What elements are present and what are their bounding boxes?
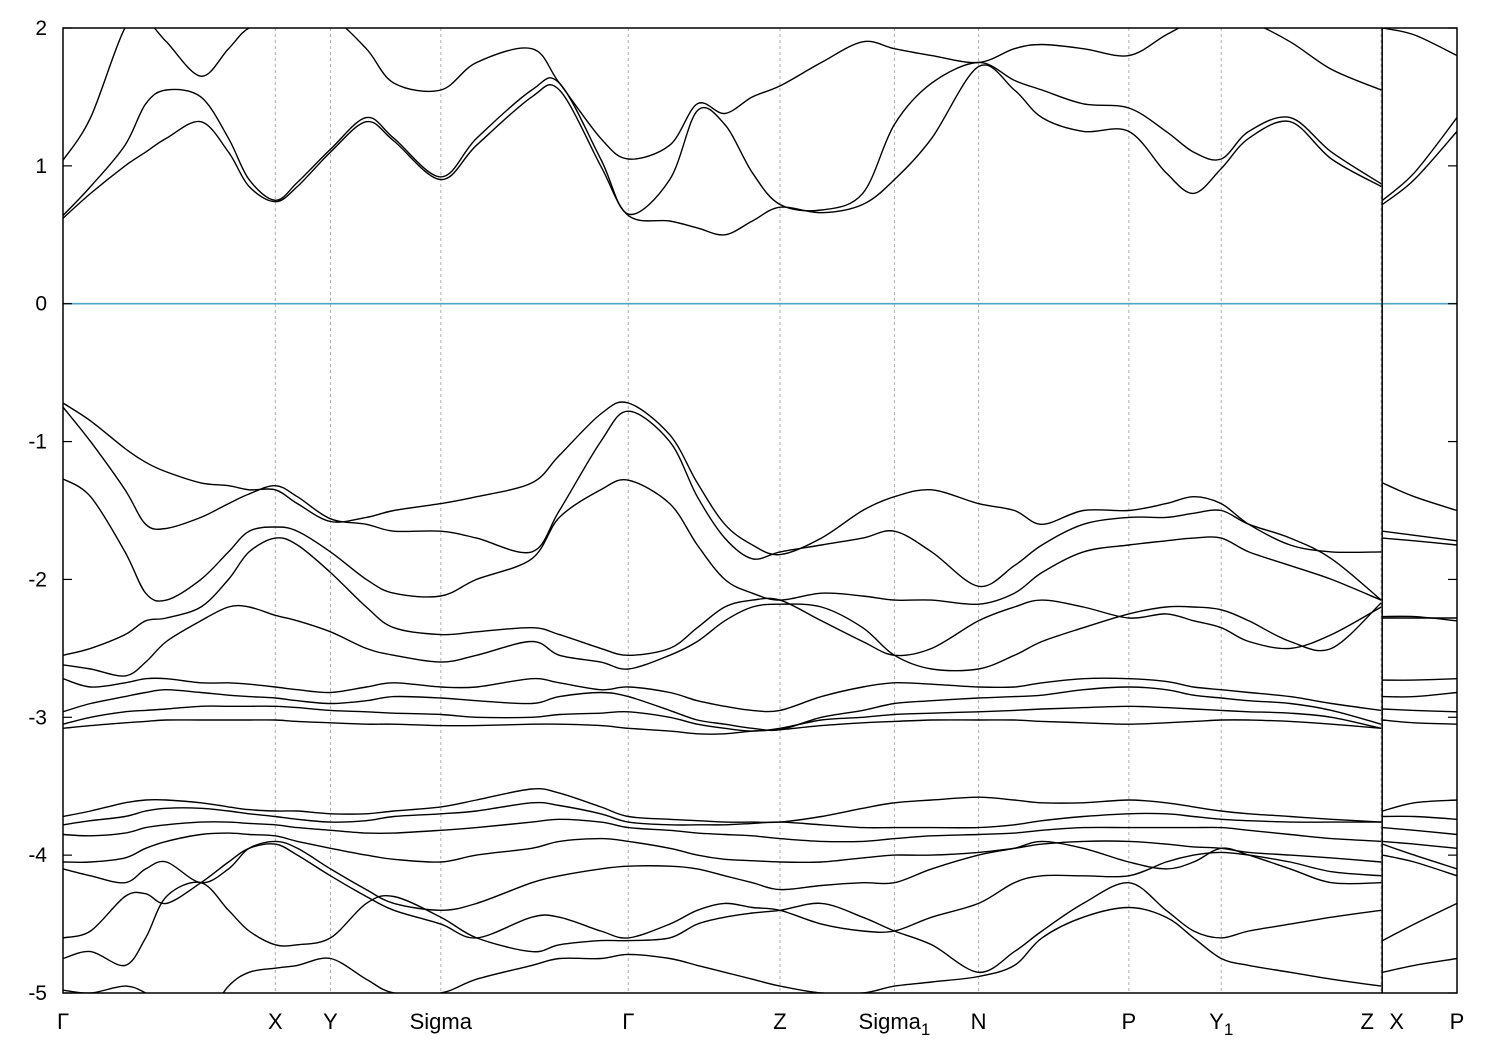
xtick-label: P	[1121, 1009, 1136, 1034]
band-line	[1382, 615, 1457, 622]
band-line	[63, 537, 1382, 657]
y-axis-ticks: 2 1 0 -1 -2 -3 -4 -5	[28, 17, 1457, 1005]
xtick-label: Sigma1	[859, 1009, 931, 1039]
band-line	[63, 602, 1382, 677]
band-line	[1382, 708, 1457, 713]
band-line	[1382, 799, 1457, 812]
ytick-label: -1	[28, 431, 47, 454]
plot-frame	[62, 27, 1458, 994]
band-line	[1382, 843, 1457, 870]
band-line	[1382, 28, 1457, 57]
xtick-label: Y	[323, 1009, 338, 1034]
band-line	[63, 788, 1382, 824]
xtick-label: X	[1389, 1009, 1404, 1034]
xtick-label: Z	[1360, 1009, 1373, 1034]
band-line	[63, 801, 1382, 829]
band-line	[63, 840, 1382, 911]
xtick-label: Γ	[57, 1009, 69, 1034]
band-line	[63, 401, 1382, 556]
ytick-label: 1	[35, 155, 47, 178]
band-line	[63, 61, 1382, 216]
band-line	[1382, 117, 1457, 201]
ytick-label: -3	[28, 706, 47, 729]
band-line	[1382, 902, 1457, 942]
band-line	[63, 843, 1382, 939]
band-line	[63, 705, 1382, 732]
band-line	[1382, 678, 1457, 681]
x-axis-ticks: Γ X Y Sigma Γ Z Sigma1 N P Y1 Z X P	[57, 1009, 1464, 1039]
xtick-label: X	[268, 1009, 283, 1034]
band-line	[1382, 815, 1457, 820]
band-line	[1382, 826, 1457, 836]
xtick-label: Z	[773, 1009, 786, 1034]
xtick-label: Sigma	[410, 1009, 473, 1034]
band-line	[1382, 537, 1457, 546]
ytick-label: 0	[35, 293, 47, 316]
ytick-label: -2	[28, 568, 47, 591]
band-line	[63, 906, 1382, 993]
band-lines	[63, 28, 1457, 993]
band-line	[63, 406, 1382, 601]
fermi-level	[63, 28, 1457, 993]
band-line	[63, 686, 1382, 732]
xtick-label: N	[971, 1009, 987, 1034]
band-line	[1382, 854, 1457, 877]
xtick-label: Γ	[622, 1009, 634, 1034]
band-line	[1382, 957, 1457, 973]
xtick-label: P	[1450, 1009, 1465, 1034]
ytick-label: -4	[28, 844, 47, 867]
band-line	[63, 881, 1382, 974]
band-line	[1382, 719, 1457, 725]
xtick-label: Y1	[1209, 1009, 1233, 1039]
band-line	[1382, 530, 1457, 542]
band-line	[63, 677, 1382, 713]
band-line	[1382, 840, 1457, 849]
band-line	[1382, 130, 1457, 206]
band-line	[1382, 482, 1457, 512]
ytick-label: 2	[35, 17, 47, 40]
band-line	[1382, 691, 1457, 698]
band-line	[63, 832, 1382, 864]
ytick-label: -5	[28, 982, 47, 1005]
band-line	[63, 818, 1382, 843]
band-line	[63, 478, 1382, 606]
band-line	[63, 28, 1382, 161]
band-line	[63, 64, 1382, 236]
band-line	[63, 719, 1382, 735]
